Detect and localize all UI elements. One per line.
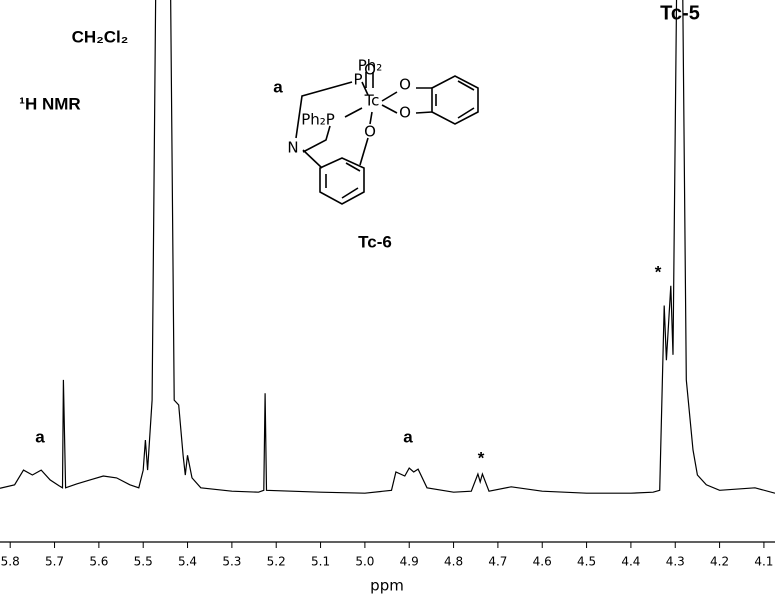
annotation: a <box>35 427 45 446</box>
x-tick-label: 4.6 <box>533 555 552 569</box>
structure <box>295 72 479 205</box>
x-tick-label: 5.5 <box>134 555 153 569</box>
structure-label: O <box>399 104 411 122</box>
structure-label: a <box>273 77 283 96</box>
structure-label: O <box>364 123 376 141</box>
x-tick-label: 4.8 <box>444 555 463 569</box>
ring <box>431 75 479 125</box>
structure-label: P <box>353 71 362 89</box>
x-tick-label: 5.4 <box>178 555 197 569</box>
annotation: Tc-5 <box>660 2 700 24</box>
bonds <box>295 72 433 169</box>
x-tick-label: 4.9 <box>400 555 419 569</box>
structure-label: O <box>364 61 376 79</box>
annotation: CH₂Cl₂ <box>72 27 129 46</box>
annotation: * <box>478 448 485 467</box>
x-tick-label: 4.2 <box>710 555 729 569</box>
x-tick-label: 4.4 <box>621 555 640 569</box>
x-tick-label: 4.5 <box>577 555 596 569</box>
spectrum <box>0 0 775 494</box>
x-tick-label: 5.7 <box>45 555 64 569</box>
x-tick-label: 5.8 <box>1 555 20 569</box>
x-tick-label: 4.1 <box>754 555 773 569</box>
x-tick-label: 5.6 <box>89 555 108 569</box>
annotation: ¹H NMR <box>19 94 80 113</box>
x-tick-label: 5.3 <box>222 555 241 569</box>
ring-double <box>325 162 361 199</box>
ring <box>319 157 365 205</box>
x-tick-label: 4.3 <box>666 555 685 569</box>
structure-label: N <box>287 139 298 157</box>
x-tick-label: 4.7 <box>488 555 507 569</box>
ring-double <box>435 80 475 119</box>
x-tick-label: 5.1 <box>311 555 330 569</box>
x-tick-label: 5.0 <box>355 555 374 569</box>
annotation: * <box>655 262 662 281</box>
structure-label: Ph₂ <box>358 57 383 75</box>
x-tick-label: 5.2 <box>267 555 286 569</box>
annotation: a <box>403 427 413 446</box>
structure-label: O <box>399 76 411 94</box>
x-axis-label: ppm <box>370 577 404 595</box>
structure-label: Tc <box>364 92 380 110</box>
structure-label: Ph₂P <box>301 111 335 129</box>
annotation: Tc-6 <box>358 232 392 251</box>
